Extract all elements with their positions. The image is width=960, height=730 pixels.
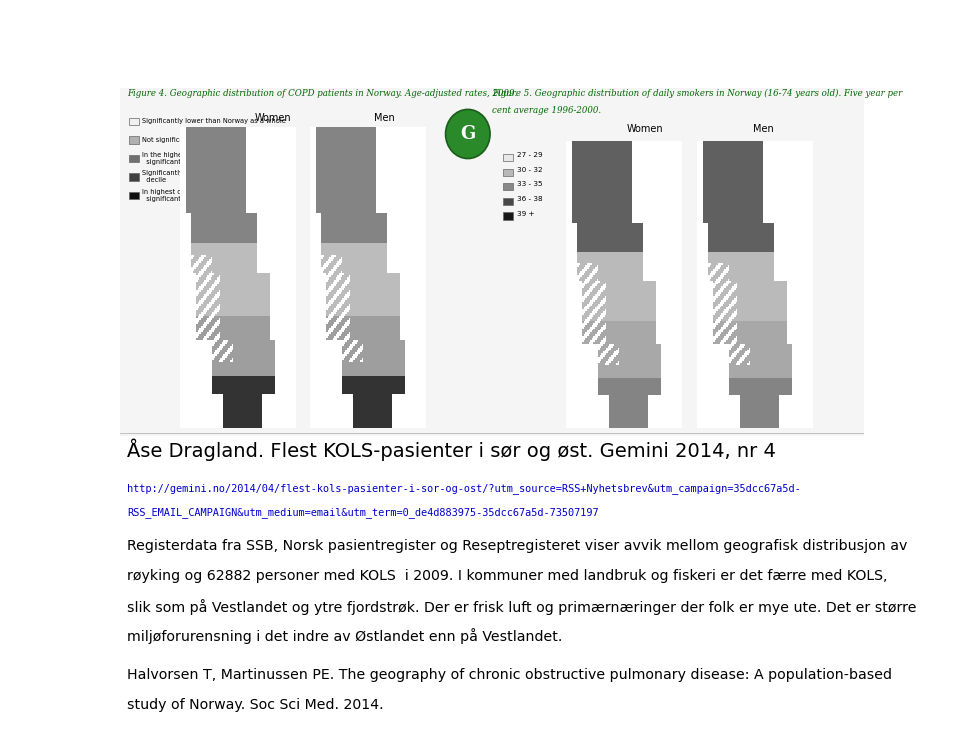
FancyBboxPatch shape [503, 212, 513, 220]
FancyBboxPatch shape [503, 198, 513, 205]
Text: 36 - 38: 36 - 38 [516, 196, 542, 202]
Text: 39 +: 39 + [516, 210, 534, 217]
Text: In the highest decile, not but statistically
  significant: In the highest decile, not but statistic… [142, 152, 279, 165]
Text: http://gemini.no/2014/04/flest-kols-pasienter-i-sor-og-ost/?utm_source=RSS+Nyhet: http://gemini.no/2014/04/flest-kols-pasi… [128, 483, 802, 493]
Text: Significantly high, but not in highest
  decile: Significantly high, but not in highest d… [142, 171, 264, 183]
Text: Women: Women [626, 124, 662, 134]
Text: Figure 4. Geographic distribution of COPD patients in Norway. Age-adjusted rates: Figure 4. Geographic distribution of COP… [128, 89, 517, 99]
Text: In highest decile, statistically
  significant: In highest decile, statistically signifi… [142, 189, 240, 202]
FancyBboxPatch shape [503, 183, 513, 191]
Text: røyking og 62882 personer med KOLS  i 2009. I kommuner med landbruk og fiskeri e: røyking og 62882 personer med KOLS i 200… [128, 569, 888, 583]
Text: 27 - 29: 27 - 29 [516, 152, 542, 158]
FancyBboxPatch shape [503, 169, 513, 176]
Text: Figure 5. Geographic distribution of daily smokers in Norway (16-74 years old). : Figure 5. Geographic distribution of dai… [492, 89, 902, 99]
Text: miljøforurensning i det indre av Østlandet enn på Vestlandet.: miljøforurensning i det indre av Østland… [128, 629, 563, 645]
FancyBboxPatch shape [129, 118, 138, 125]
Text: Registerdata fra SSB, Norsk pasientregister og Reseptregisteret viser avvik mell: Registerdata fra SSB, Norsk pasientregis… [128, 539, 908, 553]
Text: cent average 1996-2000.: cent average 1996-2000. [492, 106, 601, 115]
Text: Not significantly different from Norway: Not significantly different from Norway [142, 137, 273, 143]
FancyBboxPatch shape [129, 192, 138, 199]
Text: slik som på Vestlandet og ytre fjordstrøk. Der er frisk luft og primærnæringer d: slik som på Vestlandet og ytre fjordstrø… [128, 599, 917, 615]
FancyBboxPatch shape [503, 154, 513, 161]
Text: Men: Men [754, 124, 774, 134]
FancyBboxPatch shape [129, 155, 138, 162]
Text: RSS_EMAIL_CAMPAIGN&utm_medium=email&utm_term=0_de4d883975-35dcc67a5d-73507197: RSS_EMAIL_CAMPAIGN&utm_medium=email&utm_… [128, 507, 599, 518]
FancyBboxPatch shape [120, 88, 864, 436]
Text: Halvorsen T, Martinussen PE. The geography of chronic obstructive pulmonary dise: Halvorsen T, Martinussen PE. The geograp… [128, 668, 893, 683]
Text: 33 - 35: 33 - 35 [516, 181, 542, 188]
Text: 30 - 32: 30 - 32 [516, 166, 542, 173]
Text: Women: Women [254, 113, 291, 123]
FancyBboxPatch shape [129, 137, 138, 144]
FancyBboxPatch shape [129, 173, 138, 180]
Text: study of Norway. Soc Sci Med. 2014.: study of Norway. Soc Sci Med. 2014. [128, 698, 384, 712]
Text: Men: Men [373, 113, 395, 123]
Text: Åse Dragland. Flest KOLS-pasienter i sør og øst. Gemini 2014, nr 4: Åse Dragland. Flest KOLS-pasienter i sør… [128, 439, 777, 461]
Text: Significantly lower than Norway as a whole: Significantly lower than Norway as a who… [142, 118, 286, 124]
